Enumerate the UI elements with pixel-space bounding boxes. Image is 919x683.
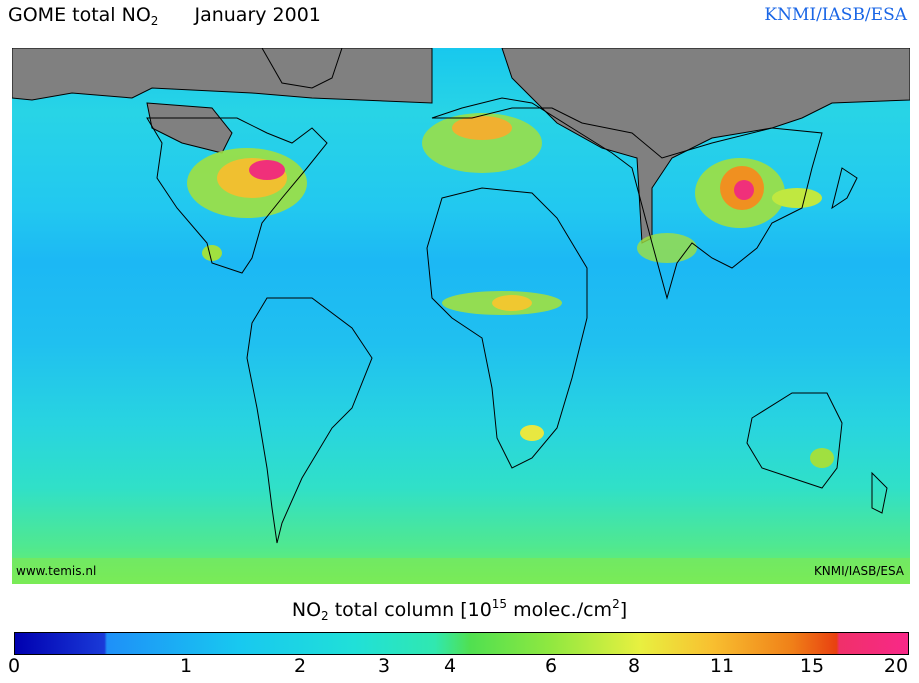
colorbar-tick: 4 bbox=[443, 655, 457, 677]
colorbar-tick: 1 bbox=[179, 655, 193, 677]
title-subscript: 2 bbox=[150, 14, 159, 28]
website-label: www.temis.nl bbox=[16, 564, 97, 578]
pollution-hotspots bbox=[12, 113, 910, 584]
no-data-regions bbox=[12, 48, 910, 244]
credit-header: KNMI/IASB/ESA bbox=[764, 5, 907, 25]
colorbar-tick: 8 bbox=[627, 655, 641, 677]
colorbar bbox=[14, 632, 909, 655]
cb-label-sup2: 2 bbox=[612, 597, 620, 611]
colorbar-tick: 3 bbox=[377, 655, 391, 677]
coastlines bbox=[146, 97, 888, 544]
colorbar-tick: 15 bbox=[799, 655, 825, 677]
cb-label-mid: total column [10 bbox=[328, 599, 492, 621]
cb-label-mid2: molec./cm bbox=[507, 599, 613, 621]
title-product: GOME total NO bbox=[8, 4, 151, 26]
colorbar-tick: 2 bbox=[293, 655, 307, 677]
world-map: www.temis.nl KNMI/IASB/ESA bbox=[12, 48, 910, 584]
colorbar-tick: 0 bbox=[7, 655, 21, 677]
map-title: GOME total NO2 January 2001 bbox=[8, 4, 321, 28]
cb-label-prefix: NO bbox=[291, 599, 322, 621]
colorbar-tick: 6 bbox=[544, 655, 558, 677]
credit-corner-label: KNMI/IASB/ESA bbox=[813, 564, 904, 578]
map-layer bbox=[12, 48, 910, 584]
cb-label-end: ] bbox=[619, 599, 628, 621]
colorbar-tick: 11 bbox=[709, 655, 735, 677]
colorbar-tick: 20 bbox=[883, 655, 909, 677]
title-date: January 2001 bbox=[194, 4, 321, 26]
cb-label-sup: 15 bbox=[491, 597, 508, 611]
cb-label-sub: 2 bbox=[321, 609, 329, 623]
colorbar-title: NO2 total column [1015 molec./cm2] bbox=[0, 597, 919, 623]
